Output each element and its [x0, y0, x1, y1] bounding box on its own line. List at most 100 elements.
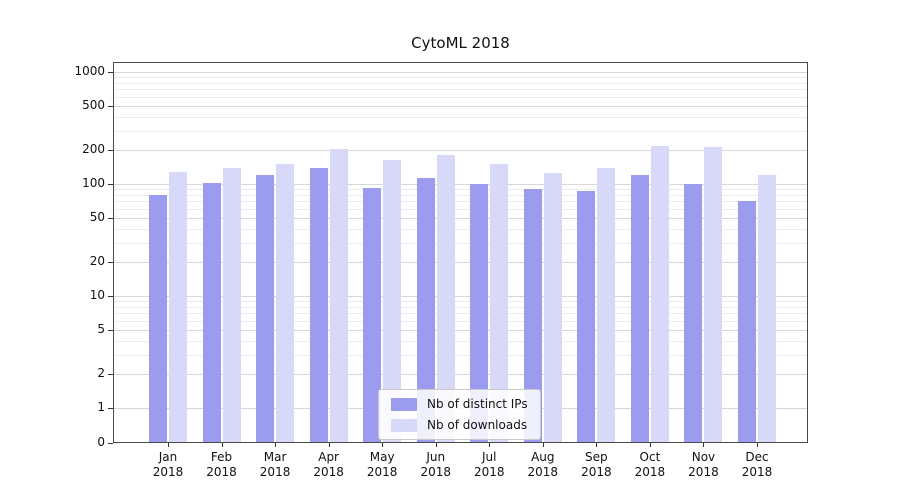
bar-distinct-ips	[202, 182, 221, 443]
bar-downloads	[758, 175, 776, 443]
y-tick-label: 0	[97, 435, 105, 449]
x-tick-month: Apr	[318, 450, 339, 464]
x-tick-mark	[275, 443, 277, 447]
x-tick-mark	[221, 443, 223, 447]
y-tick-mark	[108, 262, 113, 264]
y-tick-mark	[108, 408, 113, 409]
x-tick-label: Mar 2018	[243, 450, 307, 480]
x-tick-label: Jun 2018	[404, 450, 468, 480]
bar-distinct-ips	[738, 201, 756, 443]
bar-downloads	[383, 160, 402, 443]
x-tick-label: May 2018	[350, 450, 414, 480]
y-tick-mark	[108, 443, 113, 444]
x-tick-mark	[596, 443, 598, 447]
x-tick-mark	[168, 443, 169, 447]
bar-distinct-ips	[416, 178, 435, 443]
gridline-minor	[113, 228, 808, 230]
gridline-minor	[113, 354, 808, 356]
bar-downloads	[276, 164, 295, 443]
y-tick-label: 200	[82, 142, 105, 157]
x-tick-year: 2018	[259, 465, 291, 479]
x-tick-label: Jan 2018	[136, 450, 200, 480]
x-tick-label: Apr 2018	[297, 450, 361, 480]
bar-downloads	[222, 168, 241, 443]
gridline	[113, 184, 808, 185]
gridline	[113, 374, 808, 376]
x-tick-label: Aug 2018	[511, 450, 575, 480]
legend-swatch-downloads	[391, 418, 417, 432]
bar-distinct-ips	[256, 175, 275, 443]
x-tick-mark	[328, 443, 330, 447]
bar-downloads	[543, 173, 562, 443]
x-tick-mark	[489, 443, 491, 447]
gridline	[113, 105, 808, 107]
gridline-minor	[113, 116, 808, 118]
x-tick-month: Jun	[426, 450, 446, 464]
bar-distinct-ips	[577, 190, 596, 443]
x-tick-year: 2018	[581, 465, 612, 479]
y-tick-mark	[108, 329, 113, 331]
x-tick-month: Jul	[482, 450, 497, 464]
gridline-minor	[113, 89, 808, 91]
y-tick-label: 100	[82, 176, 105, 190]
y-tick-mark	[108, 217, 113, 219]
gridline-minor	[113, 130, 808, 132]
bar-downloads	[329, 149, 348, 443]
x-tick-label: Oct 2018	[618, 450, 682, 480]
legend-label-downloads: Nb of downloads	[427, 418, 528, 432]
gridline-minor	[113, 189, 808, 191]
y-tick-mark	[108, 184, 113, 185]
y-tick-label: 50	[89, 209, 105, 224]
y-tick-mark	[108, 105, 113, 107]
bar-downloads	[436, 154, 455, 443]
x-tick-month: Oct	[639, 450, 661, 464]
x-tick-year: 2018	[688, 465, 719, 479]
x-tick-month: May	[369, 450, 395, 464]
x-tick-year: 2018	[206, 465, 237, 479]
gridline-minor	[113, 306, 808, 308]
bar-distinct-ips	[684, 183, 703, 443]
chart-title: CytoML 2018	[411, 34, 510, 52]
gridline-minor	[113, 194, 808, 196]
gridline	[113, 150, 808, 152]
bar-downloads	[650, 145, 669, 443]
x-tick-year: 2018	[473, 465, 505, 479]
x-tick-label: Jul 2018	[457, 450, 521, 480]
x-tick-year: 2018	[366, 465, 398, 479]
gridline-minor	[113, 320, 808, 322]
y-tick-label: 5	[97, 321, 105, 336]
gridline-minor	[113, 82, 808, 84]
bar-distinct-ips	[630, 175, 649, 443]
x-tick-mark	[542, 443, 544, 447]
gridline	[113, 296, 808, 297]
x-tick-mark	[757, 443, 758, 447]
y-tick-mark	[108, 72, 113, 73]
y-tick-mark	[108, 296, 113, 297]
bar-distinct-ips	[470, 184, 489, 443]
x-tick-label: Feb 2018	[190, 450, 254, 480]
x-tick-mark	[382, 443, 384, 447]
gridline	[113, 72, 808, 73]
x-tick-year: 2018	[634, 465, 666, 479]
x-tick-month: Jan	[158, 450, 178, 464]
gridline	[113, 262, 808, 264]
bar-downloads	[169, 171, 187, 443]
x-tick-year: 2018	[527, 465, 559, 479]
y-tick-label: 1	[97, 400, 105, 414]
x-tick-label: Dec 2018	[725, 450, 789, 480]
bar-distinct-ips	[309, 167, 328, 443]
x-tick-year: 2018	[313, 465, 344, 479]
y-tick-label: 1000	[74, 64, 105, 78]
bar-downloads	[490, 164, 509, 443]
gridline-minor	[113, 340, 808, 342]
y-tick-label: 500	[82, 97, 105, 112]
legend-item-distinct-ips: Nb of distinct IPs	[391, 397, 528, 411]
x-tick-year: 2018	[420, 465, 451, 479]
x-tick-month: Sep	[585, 450, 608, 464]
x-tick-mark	[649, 443, 651, 447]
bar-distinct-ips	[523, 189, 542, 443]
gridline-minor	[113, 242, 808, 244]
legend-label-distinct-ips: Nb of distinct IPs	[427, 397, 528, 411]
x-tick-month: Aug	[531, 450, 555, 464]
